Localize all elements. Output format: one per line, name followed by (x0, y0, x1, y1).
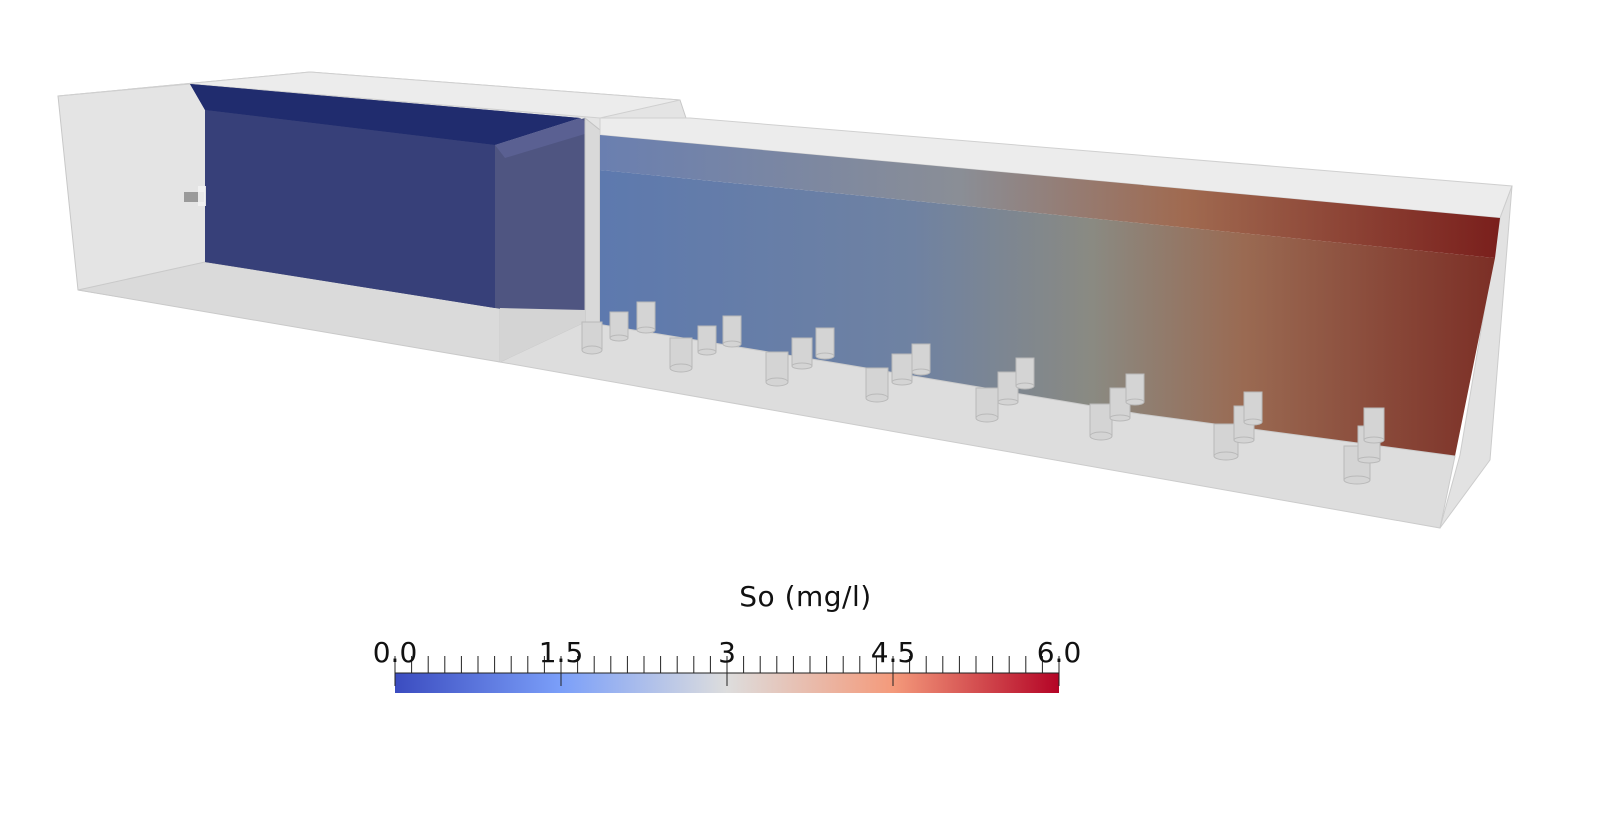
colorbar (394, 656, 1060, 693)
diffuser-pair-8 (1343, 407, 1385, 485)
colorbar-ticks (394, 656, 1060, 686)
right-tank-back-right (1439, 185, 1513, 529)
colorbar-tick-label: 6.0 (1036, 636, 1082, 669)
transition-fluid (495, 118, 585, 322)
diffuser-pair-5 (975, 357, 1035, 423)
right-tank (498, 117, 1513, 529)
transition-section (495, 116, 601, 331)
right-fluid-front (600, 170, 1495, 456)
right-fluid-top (600, 135, 1500, 258)
colorbar-tick-label: 0.0 (372, 636, 418, 669)
diffuser-pair-2 (669, 315, 742, 373)
left-tank-top-face (57, 71, 681, 119)
colorbar-tick-label: 1.5 (538, 636, 584, 669)
diffuser-pair-3 (765, 327, 835, 387)
transition-fluid-top (495, 118, 598, 158)
colorbar-title: So (mg/l) (739, 580, 872, 613)
left-fluid-front-panel (205, 110, 495, 308)
colorbar-tick-label: 4.5 (870, 636, 916, 669)
diffuser-columns (581, 301, 1385, 485)
inlet-pipe (184, 192, 204, 202)
diffuser-pair-4 (865, 343, 931, 403)
colorbar-tick-label: 3 (718, 636, 736, 669)
diffuser-pair-7 (1213, 391, 1263, 461)
diffuser-pair-6 (1089, 373, 1145, 441)
divider-wall (584, 116, 601, 331)
diffuser-pair-1 (581, 301, 656, 355)
left-fluid-top (190, 84, 580, 145)
